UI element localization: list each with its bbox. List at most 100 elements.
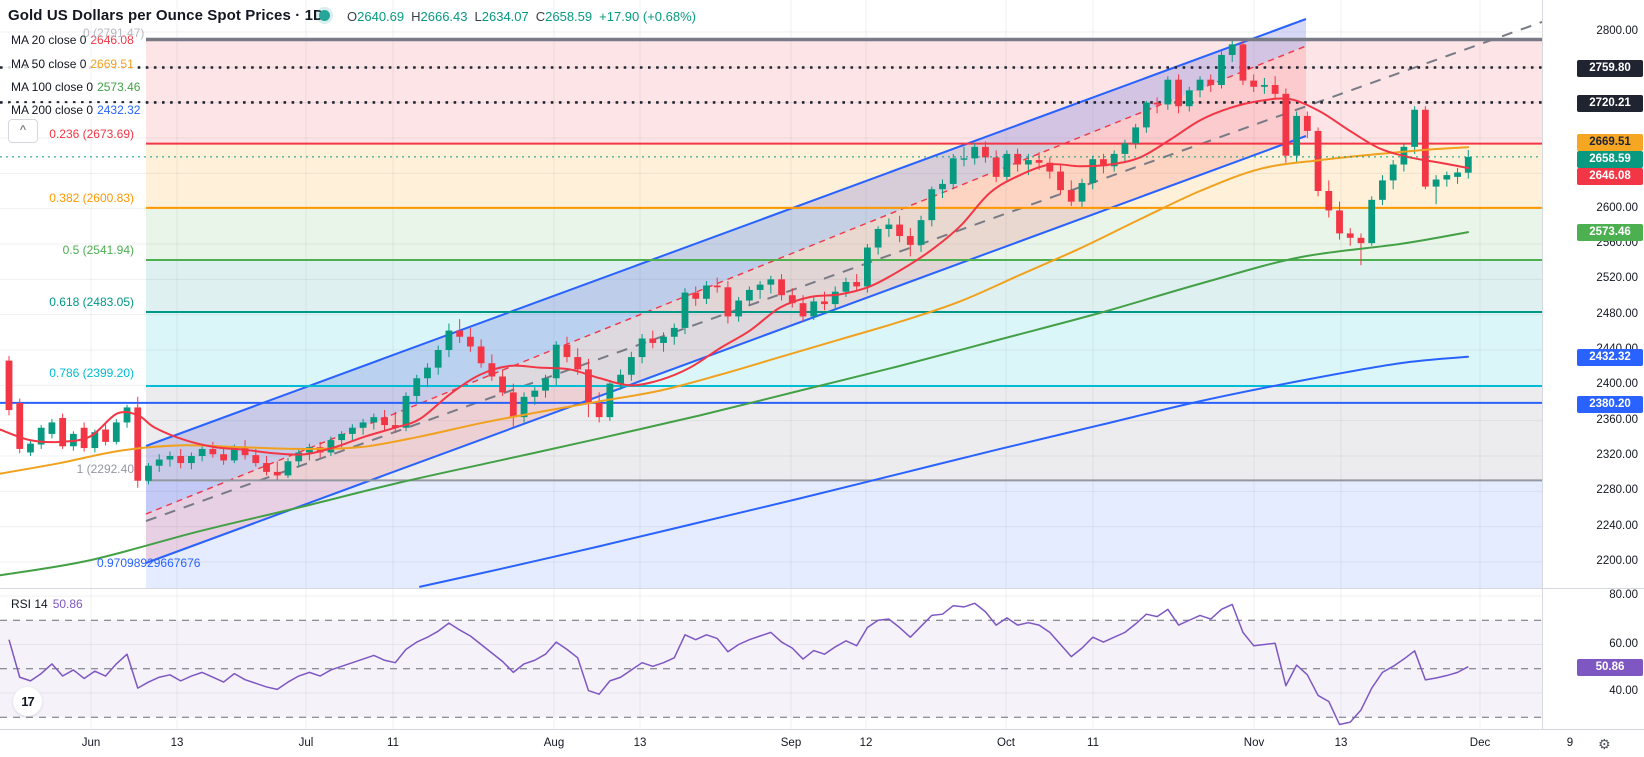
fib-band-0.618: [146, 311, 1542, 387]
candle-body: [692, 292, 700, 299]
candle-body: [660, 336, 667, 343]
candle-body: [681, 292, 689, 328]
candle-body: [1261, 85, 1268, 87]
time-tick-11[interactable]: 11: [1087, 737, 1099, 749]
price-badge-ma50-badge: 2669.51: [1577, 133, 1643, 151]
candle-body: [520, 396, 528, 418]
candle-body: [155, 459, 163, 466]
candle-body: [198, 448, 206, 456]
candle-body: [434, 350, 442, 368]
time-tick-9[interactable]: 9: [1566, 737, 1574, 749]
rsi-legend[interactable]: RSI 14 50.86: [8, 597, 86, 612]
candle-body: [1228, 44, 1236, 55]
candle-body: [767, 279, 775, 285]
symbol-title[interactable]: Gold US Dollars per Ounce Spot Prices · …: [8, 7, 324, 24]
ohlc-value: 2666.43: [420, 9, 468, 24]
price-badge-last-price-badge: 2658.59: [1577, 150, 1643, 168]
candle-body: [1196, 79, 1204, 91]
candle-body: [59, 418, 67, 447]
candle-body: [906, 236, 914, 245]
candle-body: [842, 281, 850, 292]
channel-top-line[interactable]: [145, 18, 1307, 447]
candle-body: [1336, 210, 1343, 234]
ma-legend-row-2[interactable]: MA 50 close 0 2669.51: [8, 57, 137, 72]
candle-body: [799, 303, 807, 317]
candle-body: [145, 465, 152, 481]
candle-body: [1164, 79, 1172, 105]
candle-body: [1379, 180, 1386, 200]
time-tick-Sep[interactable]: Sep: [780, 737, 802, 749]
candle-body: [509, 392, 517, 418]
time-tick-Oct[interactable]: Oct: [997, 737, 1015, 749]
fib-label-0: 0 (2791.47): [83, 26, 145, 40]
candle-body: [917, 220, 925, 245]
candle-body: [1046, 162, 1054, 172]
candle-body: [1132, 127, 1140, 144]
ma-legend-row-3[interactable]: MA 100 close 0 2573.46: [8, 80, 144, 95]
candle-body: [1432, 179, 1440, 187]
ma-line-ma50[interactable]: [0, 146, 1469, 475]
ma-legend-row-1[interactable]: MA 20 close 0 2646.08: [8, 33, 137, 48]
ohlc-key: C: [535, 9, 546, 24]
candle-body: [1357, 237, 1365, 244]
candle-body: [477, 346, 485, 364]
time-tick-Aug[interactable]: Aug: [543, 737, 565, 749]
candle-body: [831, 291, 839, 305]
tradingview-logo[interactable]: 17: [13, 687, 42, 716]
price-tick-label: 2400.00: [1596, 378, 1638, 390]
price-tick-label: 2800.00: [1596, 25, 1638, 37]
ohlc-key: H: [411, 9, 421, 24]
ma-line-ma200[interactable]: [419, 355, 1469, 588]
candle-body: [112, 422, 120, 442]
fib-label-0.382: 0.382 (2600.83): [49, 191, 134, 205]
candle-body: [563, 344, 571, 358]
candle-body: [595, 403, 603, 418]
time-tick-Dec[interactable]: Dec: [1469, 737, 1491, 749]
time-tick-11[interactable]: 11: [387, 737, 399, 749]
rsi-line[interactable]: [8, 602, 1469, 726]
candle-body: [370, 417, 378, 423]
ohlc-readout: O2640.69 H2666.43 L2634.07 C2658.59 +17.90 (…: [347, 9, 703, 24]
candle-body: [992, 157, 1000, 177]
price-badge-ma200-badge: 2432.32: [1577, 348, 1643, 366]
candle-body: [949, 158, 957, 184]
ma-line-ma100[interactable]: [0, 231, 1469, 577]
time-tick-Jun[interactable]: Jun: [81, 737, 101, 749]
price-pane[interactable]: [0, 0, 1542, 588]
rsi-value: 50.86: [52, 597, 83, 611]
dashed-trendline[interactable]: [145, 21, 1542, 522]
collapse-pane-button[interactable]: ^: [8, 119, 38, 143]
candle-body: [134, 407, 142, 481]
price-tick-label: 2320.00: [1596, 449, 1638, 461]
candle-body: [542, 378, 549, 391]
rsi-pane[interactable]: [0, 588, 1542, 729]
rsi-label: RSI 14: [11, 597, 48, 611]
settings-gear-icon[interactable]: ⚙: [1598, 736, 1611, 752]
candle-body: [1035, 160, 1043, 163]
time-tick-Jul[interactable]: Jul: [298, 737, 314, 749]
candle-body: [252, 455, 260, 464]
candle-body: [1003, 153, 1011, 177]
price-tick-label: 2240.00: [1596, 520, 1638, 532]
candle-body: [188, 456, 195, 464]
ma-line-ma20[interactable]: [0, 97, 1469, 456]
candle-body: [1067, 190, 1075, 202]
price-tick-label: 40.00: [1609, 685, 1638, 697]
candle-body: [982, 146, 989, 158]
candle-body: [456, 330, 464, 337]
ma-legend-value: 2669.51: [90, 57, 134, 71]
candle-body: [885, 224, 893, 229]
time-tick-12[interactable]: 12: [859, 737, 873, 749]
time-tick-13[interactable]: 13: [633, 737, 647, 749]
time-tick-Nov[interactable]: Nov: [1243, 737, 1265, 749]
time-tick-13[interactable]: 13: [1334, 737, 1348, 749]
ohlc-value: 2634.07: [481, 9, 529, 24]
candle-body: [939, 183, 946, 190]
candle-body: [713, 285, 721, 288]
ma-legend-row-4[interactable]: MA 200 close 0 2432.32: [8, 103, 144, 118]
candle-body: [177, 456, 185, 464]
time-tick-13[interactable]: 13: [170, 737, 184, 749]
candle-body: [1014, 153, 1022, 165]
